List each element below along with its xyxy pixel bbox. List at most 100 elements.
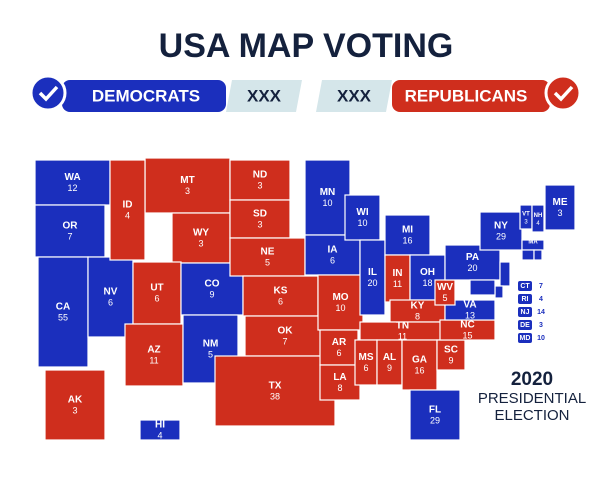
state	[436, 339, 466, 371]
state-abbr: WA	[64, 172, 80, 183]
state-abbr: ND	[253, 170, 267, 181]
side-chip	[518, 333, 532, 343]
state-abbr: FL	[429, 405, 441, 416]
state-abbr: CT	[520, 283, 530, 290]
state-abbr: VA	[463, 300, 476, 311]
state-votes: 6	[330, 255, 335, 265]
state-votes: 7	[67, 231, 72, 241]
state-votes: 16	[414, 365, 424, 375]
state-abbr: OK	[278, 326, 294, 337]
state-abbr: RI	[522, 296, 529, 303]
state	[344, 194, 381, 241]
democrats-label: DEMOCRATS	[92, 86, 200, 105]
side-chip	[518, 294, 532, 304]
state-votes: 9	[209, 289, 214, 299]
state-abbr: KS	[274, 286, 288, 297]
state-abbr: WV	[437, 282, 453, 293]
state-votes: 16	[402, 235, 412, 245]
state-abbr: KY	[411, 301, 425, 312]
state-votes: 5	[208, 349, 213, 359]
democrats-pill	[62, 80, 226, 112]
state	[124, 323, 184, 387]
state-votes: 9	[448, 355, 453, 365]
state-votes: 10	[322, 198, 332, 208]
state-votes: 4	[125, 210, 130, 220]
state-abbr: AL	[383, 352, 396, 363]
state	[37, 256, 89, 368]
state	[409, 389, 461, 441]
state-abbr: NE	[261, 247, 275, 258]
state-abbr: MI	[402, 225, 413, 236]
check-icon	[38, 85, 59, 102]
count-box	[316, 80, 392, 112]
state	[229, 199, 291, 239]
state-abbr: TN	[396, 321, 409, 332]
state-abbr: NC	[460, 320, 474, 331]
state	[469, 279, 496, 296]
side-chip	[518, 281, 532, 291]
state-votes: 11	[393, 279, 402, 289]
state-abbr: MT	[180, 175, 194, 186]
state-votes: 55	[58, 312, 68, 322]
caption-year: 2020	[511, 369, 553, 390]
state-abbr: LA	[333, 372, 346, 383]
state-abbr: AK	[68, 395, 83, 406]
state-votes: 3	[257, 180, 262, 190]
state-votes: 3	[198, 238, 203, 248]
state-abbr: VT	[522, 212, 530, 218]
state-votes: 5	[442, 293, 447, 303]
state-abbr: ID	[123, 200, 133, 211]
state-votes: 7	[282, 336, 287, 346]
state	[214, 355, 336, 427]
state	[144, 157, 231, 214]
state-votes: 6	[108, 297, 113, 307]
state-abbr: CO	[205, 279, 220, 290]
state-votes: 3	[524, 220, 528, 226]
caption-line: PRESIDENTIAL	[478, 390, 586, 407]
state	[229, 237, 306, 277]
state-abbr: IN	[393, 268, 403, 279]
caption-line: ELECTION	[494, 407, 569, 424]
state-votes: 3	[72, 405, 77, 415]
state-votes: 14	[537, 309, 545, 316]
state	[319, 364, 361, 401]
state	[479, 211, 523, 251]
state	[229, 159, 291, 201]
state-abbr: ME	[553, 197, 568, 208]
state	[244, 315, 326, 357]
state-votes: 11	[545, 240, 552, 246]
check-circle	[544, 74, 582, 112]
state-abbr: IA	[328, 245, 338, 256]
state-votes: 6	[363, 363, 368, 373]
state	[444, 299, 496, 321]
state-votes: 7	[539, 283, 543, 290]
state-votes: 3	[185, 186, 190, 196]
state-votes: 6	[154, 293, 159, 303]
state	[44, 369, 106, 441]
state-votes: 20	[367, 278, 377, 288]
state-votes: 5	[265, 257, 270, 267]
state	[499, 261, 511, 287]
state-abbr: NY	[494, 221, 508, 232]
state	[34, 204, 106, 258]
state-abbr: PA	[466, 252, 479, 263]
state	[494, 285, 504, 299]
state-votes: 3	[257, 219, 262, 229]
state-votes: 4	[157, 430, 162, 440]
state-abbr: NH	[534, 213, 543, 219]
state	[34, 159, 111, 206]
state-abbr: NM	[203, 339, 219, 350]
state-votes: 15	[462, 330, 472, 340]
state-abbr: MN	[320, 187, 336, 198]
republicans-label: REPUBLICANS	[405, 86, 528, 105]
state	[317, 274, 364, 331]
state-votes: 18	[422, 278, 432, 288]
state-votes: 10	[537, 335, 545, 342]
state-votes: 9	[387, 363, 392, 373]
state-abbr: UT	[150, 283, 163, 294]
state-abbr: MO	[332, 292, 348, 303]
state-votes: 20	[467, 263, 477, 273]
state-votes: 4	[539, 296, 543, 303]
state-abbr: OR	[63, 221, 79, 232]
